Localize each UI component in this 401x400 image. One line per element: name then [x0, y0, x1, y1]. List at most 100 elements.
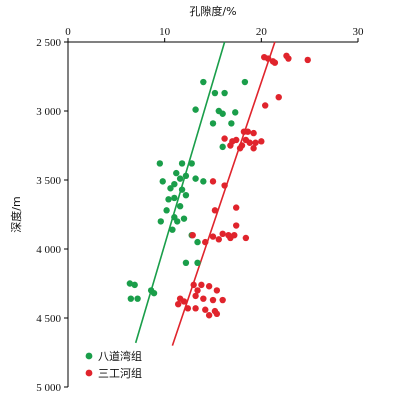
data-point — [192, 175, 199, 182]
data-point — [127, 295, 135, 302]
data-point — [169, 226, 176, 233]
data-point — [219, 143, 226, 151]
axes: 0 10 20 30 孔隙度/% 2 500 3 000 3 500 4 000 4 500 5 0… — [9, 4, 364, 394]
data-point — [176, 175, 184, 182]
data-point — [126, 280, 134, 287]
x-tick-label: 20 — [256, 26, 268, 38]
x-axis-title: 孔隙度/% — [189, 4, 236, 18]
data-point — [198, 281, 205, 289]
y-axis-title: 深度/m — [9, 196, 23, 232]
data-point — [202, 238, 209, 246]
data-point — [194, 287, 201, 294]
data-point — [200, 295, 207, 302]
data-point — [192, 292, 199, 300]
data-point — [246, 139, 253, 146]
data-point — [156, 160, 164, 167]
data-point — [150, 289, 158, 297]
data-point — [176, 203, 184, 210]
data-point — [190, 281, 197, 289]
data-point — [180, 298, 188, 305]
data-point — [213, 287, 221, 294]
data-point — [171, 194, 178, 202]
data-point — [227, 142, 234, 149]
data-point — [159, 178, 166, 185]
data-point — [233, 222, 240, 229]
data-point — [250, 129, 257, 137]
data-point — [173, 169, 180, 177]
data-point — [209, 296, 217, 304]
y-tick-label: 4 000 — [36, 244, 61, 256]
data-point — [209, 233, 217, 240]
data-point — [157, 218, 164, 225]
data-point — [209, 178, 217, 185]
data-point — [171, 180, 178, 188]
data-point — [215, 236, 222, 243]
data-point — [184, 305, 192, 312]
data-point — [174, 218, 181, 225]
data-point — [211, 207, 219, 214]
data-point — [228, 120, 235, 127]
legend-label: 八道湾组 — [98, 349, 142, 363]
data-point — [271, 59, 279, 66]
data-points — [126, 52, 311, 319]
legend-label: 三工河组 — [98, 366, 142, 380]
data-point — [221, 135, 228, 142]
data-point — [258, 138, 265, 145]
data-point — [167, 185, 174, 192]
data-point — [202, 306, 209, 313]
trendline-red — [171, 41, 276, 346]
legend-marker — [85, 369, 93, 377]
data-point — [264, 55, 272, 62]
series-0 — [126, 78, 249, 302]
data-point — [219, 110, 226, 117]
y-tick-label: 3 500 — [36, 175, 61, 187]
x-tick-label: 0 — [65, 26, 71, 38]
series-1 — [175, 52, 311, 319]
data-point — [182, 191, 190, 199]
data-point — [205, 312, 213, 319]
data-point — [175, 301, 182, 308]
data-point — [192, 106, 199, 113]
data-point — [209, 120, 217, 127]
data-point — [285, 55, 292, 62]
data-point — [275, 94, 282, 101]
data-point — [189, 232, 196, 239]
data-point — [250, 145, 257, 152]
data-point — [200, 178, 207, 185]
data-point — [178, 186, 186, 193]
data-point — [134, 295, 141, 302]
data-point — [242, 234, 250, 242]
data-point — [200, 78, 207, 86]
data-point — [163, 207, 170, 214]
data-point — [219, 296, 226, 304]
data-point — [194, 259, 201, 266]
data-point — [178, 160, 186, 167]
data-point — [232, 109, 239, 116]
x-tick-label: 30 — [353, 26, 365, 38]
data-point — [262, 102, 269, 109]
y-tick-label: 2 500 — [36, 37, 61, 49]
x-tick-label: 10 — [159, 26, 171, 38]
data-point — [233, 136, 240, 144]
data-point — [192, 305, 199, 312]
data-point — [304, 56, 311, 64]
data-point — [194, 238, 201, 246]
data-point — [182, 172, 190, 180]
data-point — [188, 160, 195, 167]
data-point — [165, 196, 172, 203]
data-point — [241, 78, 249, 86]
y-tick-label: 3 000 — [36, 106, 61, 118]
data-point — [252, 139, 259, 146]
y-tick-label: 5 000 — [36, 382, 61, 394]
data-point — [221, 182, 228, 189]
data-point — [227, 234, 234, 242]
y-tick-label: 4 500 — [36, 313, 61, 325]
data-point — [131, 281, 138, 289]
data-point — [211, 89, 219, 97]
data-point — [233, 204, 240, 211]
legend-marker — [85, 352, 93, 360]
data-point — [244, 128, 251, 135]
